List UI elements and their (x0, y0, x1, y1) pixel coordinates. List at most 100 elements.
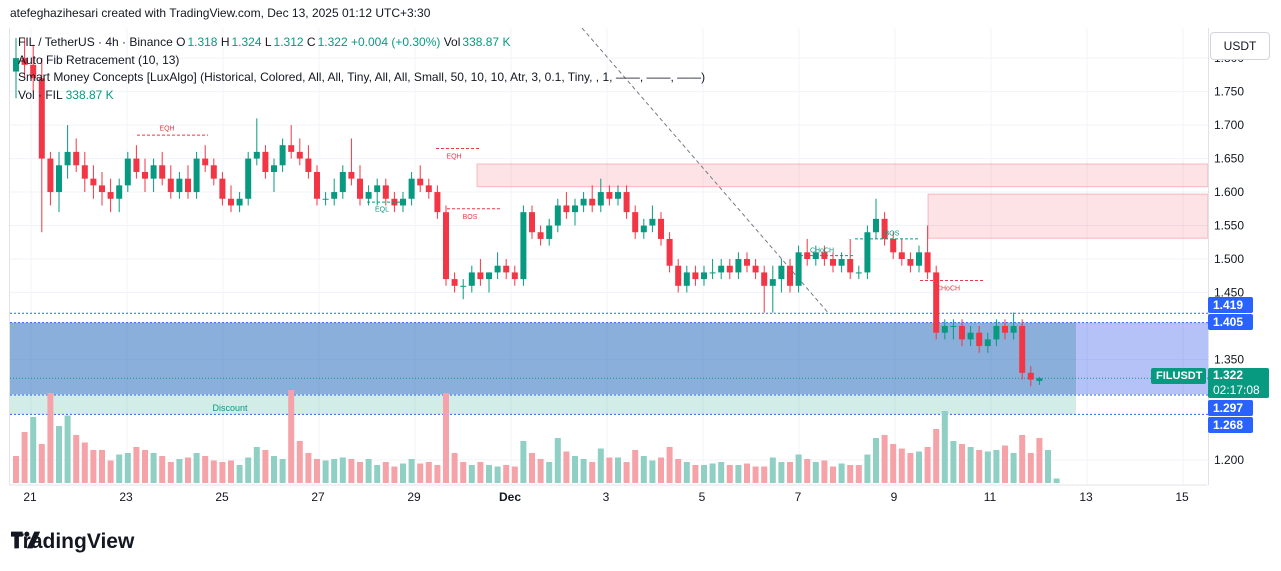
candle-body[interactable] (606, 192, 613, 199)
candle-body[interactable] (511, 272, 518, 280)
candle-body[interactable] (288, 145, 295, 152)
candle-body[interactable] (640, 225, 647, 233)
candle-body[interactable] (744, 259, 750, 266)
candle-body[interactable] (245, 158, 252, 199)
candle-body[interactable] (701, 272, 707, 280)
candle-body[interactable] (305, 158, 312, 172)
candle-body[interactable] (675, 265, 682, 286)
candle-body[interactable] (589, 198, 596, 206)
candle-body[interactable] (658, 218, 664, 239)
candle-body[interactable] (468, 272, 475, 286)
candle-body[interactable] (924, 252, 931, 273)
candle-body[interactable] (228, 198, 234, 206)
candle-body[interactable] (726, 265, 733, 273)
candle-body[interactable] (683, 272, 690, 286)
candle-body[interactable] (787, 265, 793, 286)
candle-body[interactable] (580, 198, 587, 206)
candle-body[interactable] (314, 171, 320, 199)
candle-body[interactable] (778, 265, 785, 280)
candle-body[interactable] (477, 272, 484, 280)
candle-body[interactable] (443, 212, 449, 280)
legend-volume-row[interactable]: Vol · FIL 338.87 K (18, 87, 705, 105)
candle-body[interactable] (838, 259, 845, 266)
candle-body[interactable] (529, 212, 535, 233)
candle-body[interactable] (597, 192, 604, 206)
candle-body[interactable] (30, 64, 37, 79)
candle-body[interactable] (563, 205, 570, 213)
candle-body[interactable] (520, 212, 527, 280)
candle-body[interactable] (795, 252, 802, 286)
candle-body[interactable] (47, 158, 54, 193)
candle-body[interactable] (219, 178, 226, 199)
candle-body[interactable] (296, 151, 303, 159)
candle-body[interactable] (546, 225, 553, 239)
candle-body[interactable] (916, 252, 922, 266)
candle-body[interactable] (262, 151, 269, 172)
price-chart[interactable]: EQH EQH EQL BOS CHoCH BOS CHoCH Discount (10, 28, 1208, 485)
candle-body[interactable] (873, 218, 879, 233)
candle-body[interactable] (99, 185, 105, 193)
candle-body[interactable] (374, 185, 381, 193)
candle-body[interactable] (331, 192, 338, 199)
candle-body[interactable] (408, 178, 415, 199)
candle-body[interactable] (950, 325, 957, 327)
candle-body[interactable] (993, 325, 1000, 340)
candle-body[interactable] (898, 252, 905, 260)
candle-body[interactable] (357, 178, 363, 199)
candle-body[interactable] (425, 185, 432, 193)
candle-body[interactable] (907, 259, 914, 266)
candle-body[interactable] (486, 272, 492, 280)
candle-body[interactable] (64, 151, 71, 166)
candle-body[interactable] (451, 279, 458, 286)
candle-body[interactable] (503, 265, 510, 273)
candle-body[interactable] (830, 259, 836, 266)
candle-body[interactable] (709, 272, 716, 274)
candle-body[interactable] (718, 265, 725, 273)
candle-body[interactable] (150, 165, 157, 179)
candle-body[interactable] (1027, 372, 1034, 380)
candle-body[interactable] (167, 178, 174, 193)
candle-body[interactable] (1019, 325, 1026, 373)
candle-body[interactable] (73, 151, 80, 166)
candle-body[interactable] (967, 332, 974, 340)
candle-body[interactable] (107, 192, 114, 199)
candle-body[interactable] (735, 259, 742, 273)
candle-body[interactable] (632, 212, 639, 233)
candle-body[interactable] (90, 178, 97, 186)
candle-body[interactable] (761, 272, 768, 286)
candle-body[interactable] (494, 265, 501, 273)
candle-body[interactable] (554, 205, 561, 226)
legend-indicator-smc[interactable]: Smart Money Concepts [LuxAlgo] (Historic… (18, 70, 706, 84)
legend-indicator-fib[interactable]: Auto Fib Retracement (10, 13) (18, 52, 180, 67)
candle-body[interactable] (279, 145, 286, 166)
candle-body[interactable] (692, 272, 699, 280)
candle-body[interactable] (322, 198, 329, 200)
candle-body[interactable] (976, 332, 983, 347)
candle-body[interactable] (890, 238, 897, 253)
candle-body[interactable] (185, 178, 191, 193)
candle-body[interactable] (572, 205, 578, 213)
candle-body[interactable] (881, 218, 888, 239)
candle-body[interactable] (176, 178, 183, 193)
candle-body[interactable] (434, 192, 441, 213)
candle-body[interactable] (236, 198, 243, 206)
candle-body[interactable] (253, 151, 260, 159)
candle-body[interactable] (271, 165, 277, 172)
candle-body[interactable] (382, 185, 389, 199)
candle-body[interactable] (116, 185, 123, 199)
candle-body[interactable] (649, 218, 656, 226)
candle-body[interactable] (365, 192, 372, 199)
candle-body[interactable] (124, 158, 131, 186)
candle-body[interactable] (1010, 325, 1017, 333)
candle-body[interactable] (159, 165, 166, 179)
candle-body[interactable] (348, 171, 355, 179)
candle-body[interactable] (142, 171, 148, 179)
candle-body[interactable] (666, 238, 673, 266)
candle-body[interactable] (615, 192, 621, 199)
candle-body[interactable] (1036, 378, 1043, 381)
legend-symbol[interactable]: FIL / TetherUS · 4h · Binance (18, 35, 173, 49)
candle-body[interactable] (959, 325, 965, 340)
candle-body[interactable] (339, 171, 346, 193)
candle-body[interactable] (133, 158, 140, 172)
candle-body[interactable] (752, 265, 759, 273)
